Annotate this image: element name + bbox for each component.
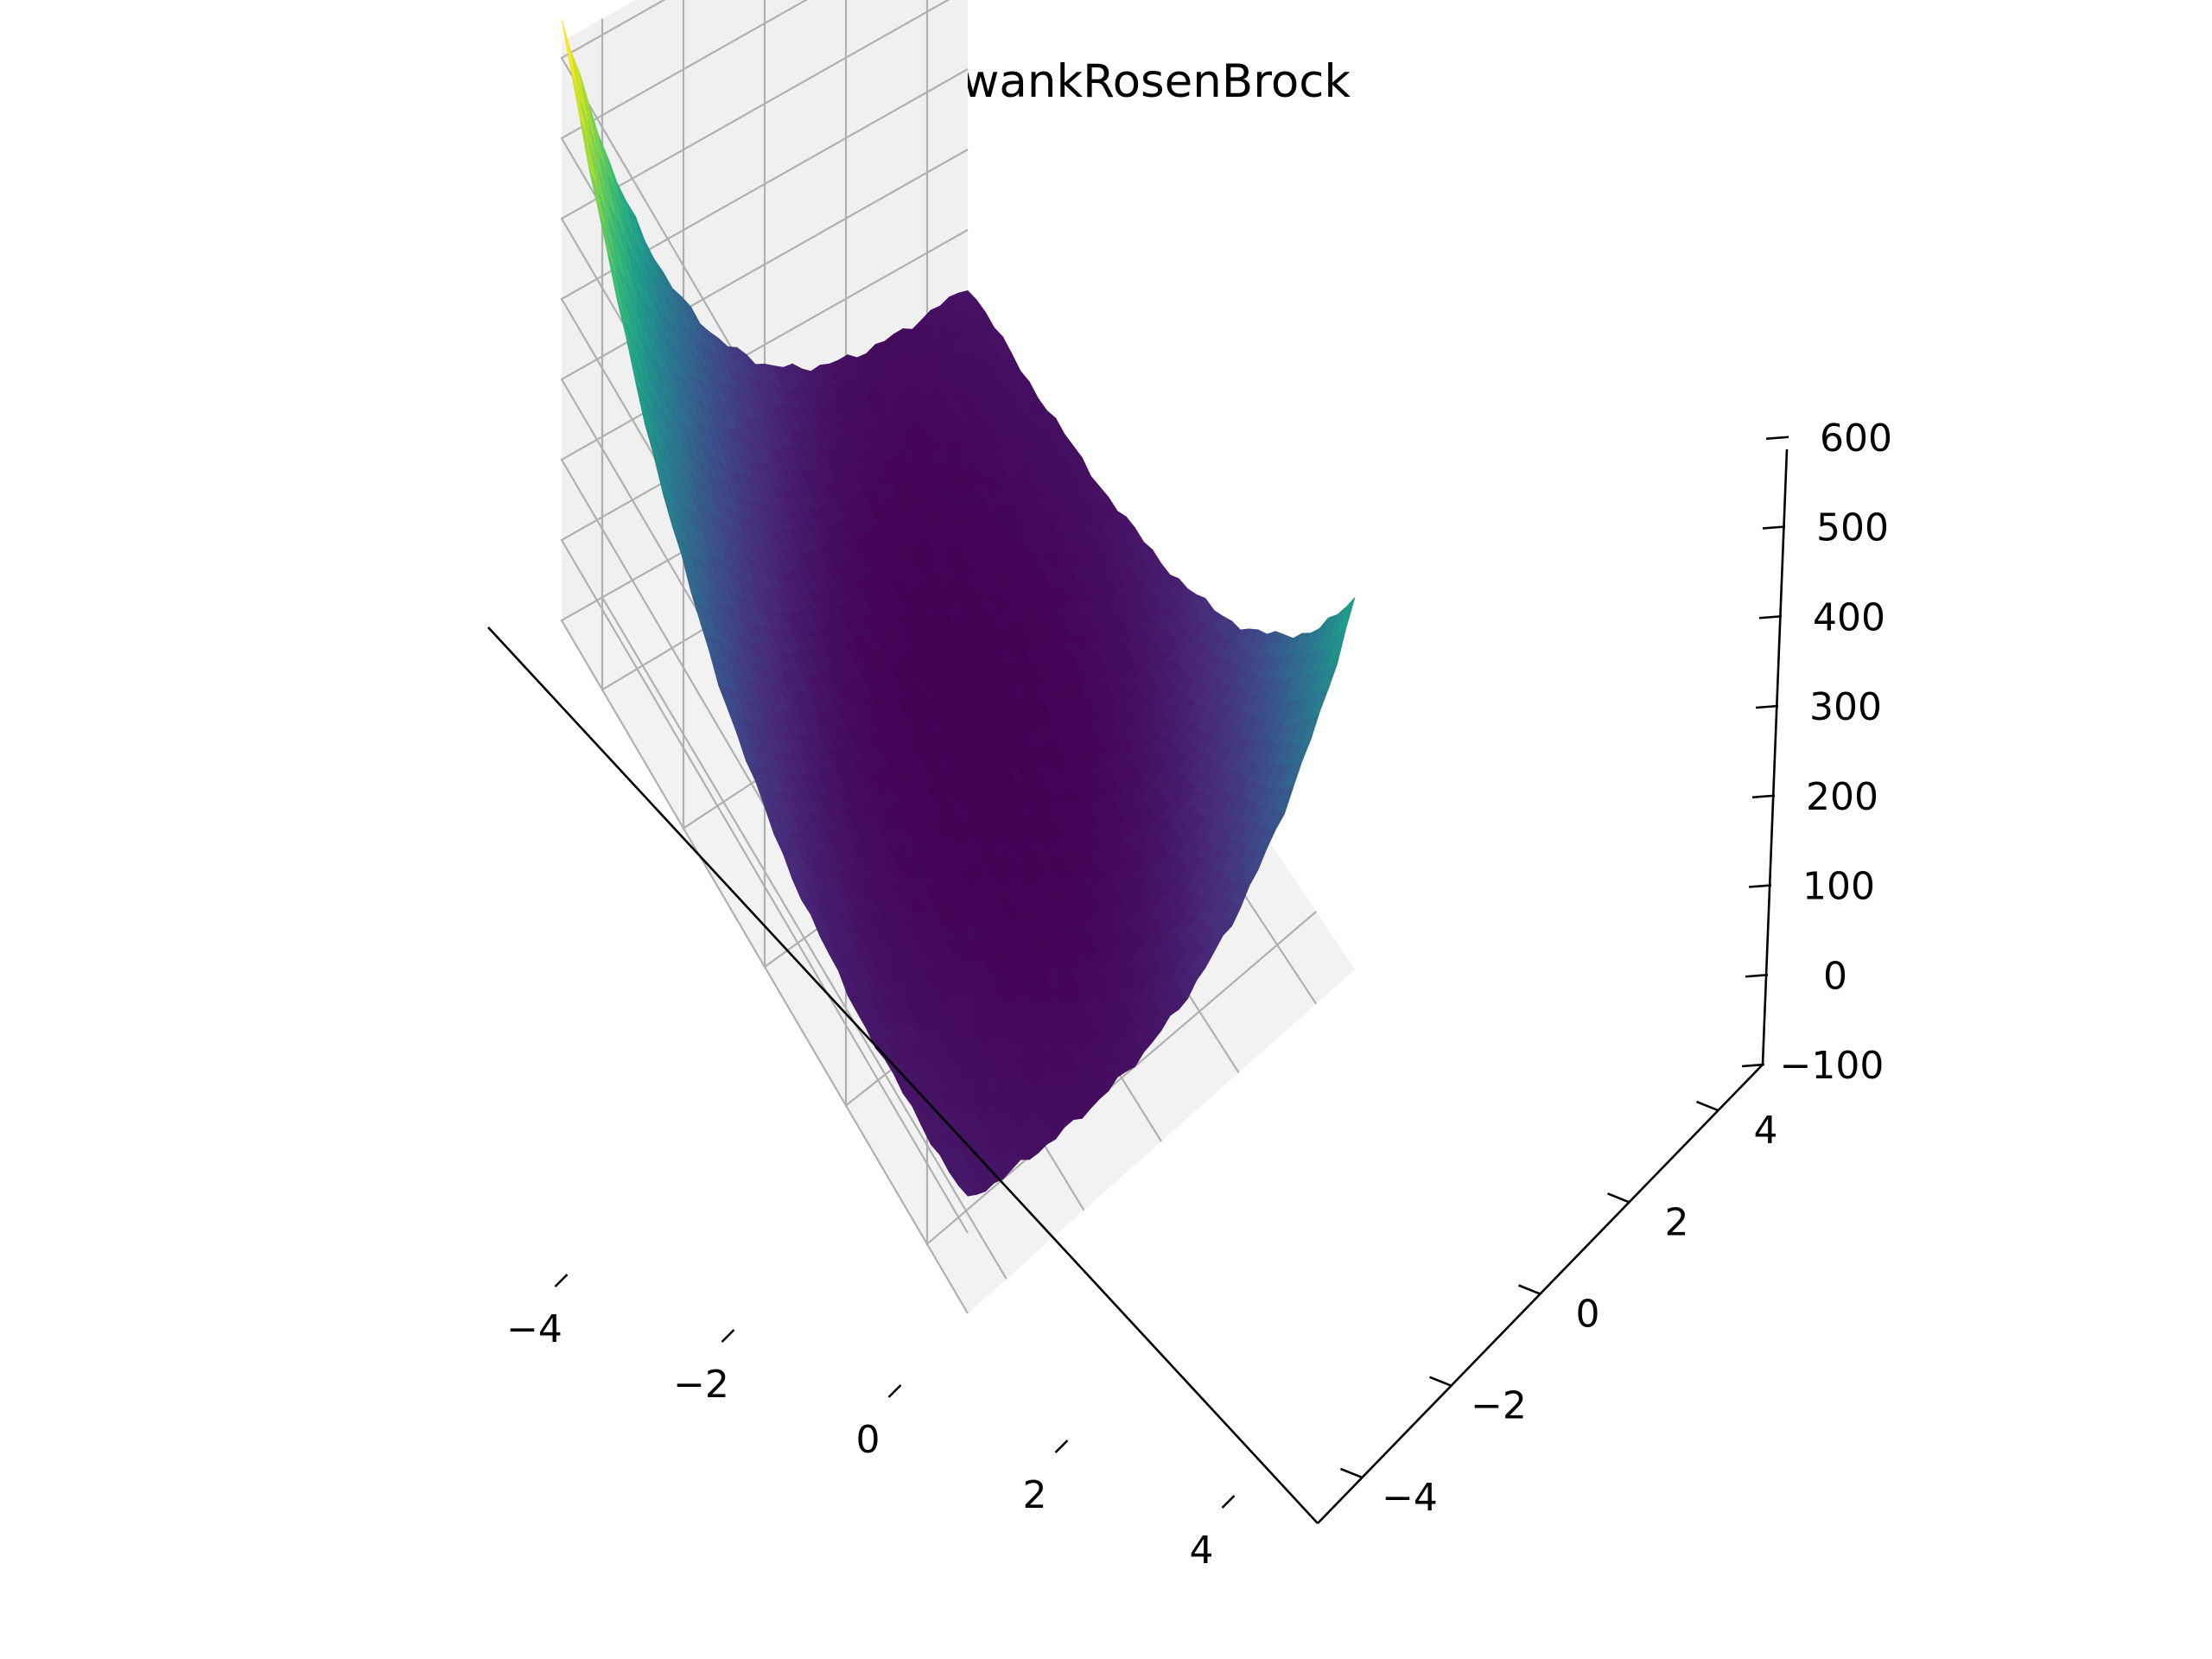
z-tick-label: 600: [1820, 416, 1892, 461]
x-tick-label: 4: [1190, 1529, 1214, 1573]
z-tick-label: 500: [1816, 506, 1889, 550]
z-tick-label: 100: [1802, 865, 1875, 909]
z-tick: [1745, 973, 1769, 978]
z-tick: [1755, 704, 1779, 709]
x-tick: [721, 1329, 735, 1343]
y-tick: [1429, 1376, 1452, 1387]
z-tick-label: 0: [1823, 954, 1847, 998]
x-tick: [554, 1274, 569, 1287]
x-tick: [1221, 1495, 1236, 1509]
x-tick: [1054, 1440, 1069, 1453]
z-tick: [1741, 1063, 1765, 1068]
surface-mesh: [561, 19, 1356, 1197]
y-tick-label: 2: [1665, 1200, 1689, 1244]
x-tick-label: 2: [1023, 1473, 1047, 1517]
x-tick-label: −4: [506, 1307, 563, 1351]
surface-facet: [1336, 597, 1356, 637]
y-tick: [1340, 1467, 1363, 1479]
z-tick: [1748, 884, 1772, 888]
x-tick-label: −2: [673, 1363, 729, 1407]
y-tick-label: −4: [1382, 1476, 1438, 1520]
z-tick: [1751, 794, 1776, 799]
y-tick: [1696, 1100, 1719, 1112]
z-tick: [1758, 614, 1783, 620]
z-tick: [1762, 525, 1786, 530]
x-tick-label: 0: [856, 1418, 880, 1462]
y-tick-label: 0: [1576, 1293, 1600, 1337]
y-tick: [1607, 1192, 1630, 1204]
z-tick-label: 200: [1806, 775, 1878, 819]
z-tick-label: 400: [1813, 595, 1885, 639]
y-tick: [1518, 1284, 1541, 1295]
y-tick-label: 4: [1754, 1109, 1778, 1153]
x-axis-line: [487, 626, 1319, 1524]
x-tick: [887, 1384, 902, 1398]
y-tick-label: −2: [1471, 1384, 1527, 1428]
tick-marks: [554, 435, 1789, 1509]
z-tick-label: 300: [1809, 685, 1882, 729]
z-axis-line: [1761, 448, 1789, 1065]
z-tick: [1765, 435, 1789, 441]
z-tick-label: −100: [1780, 1044, 1885, 1088]
